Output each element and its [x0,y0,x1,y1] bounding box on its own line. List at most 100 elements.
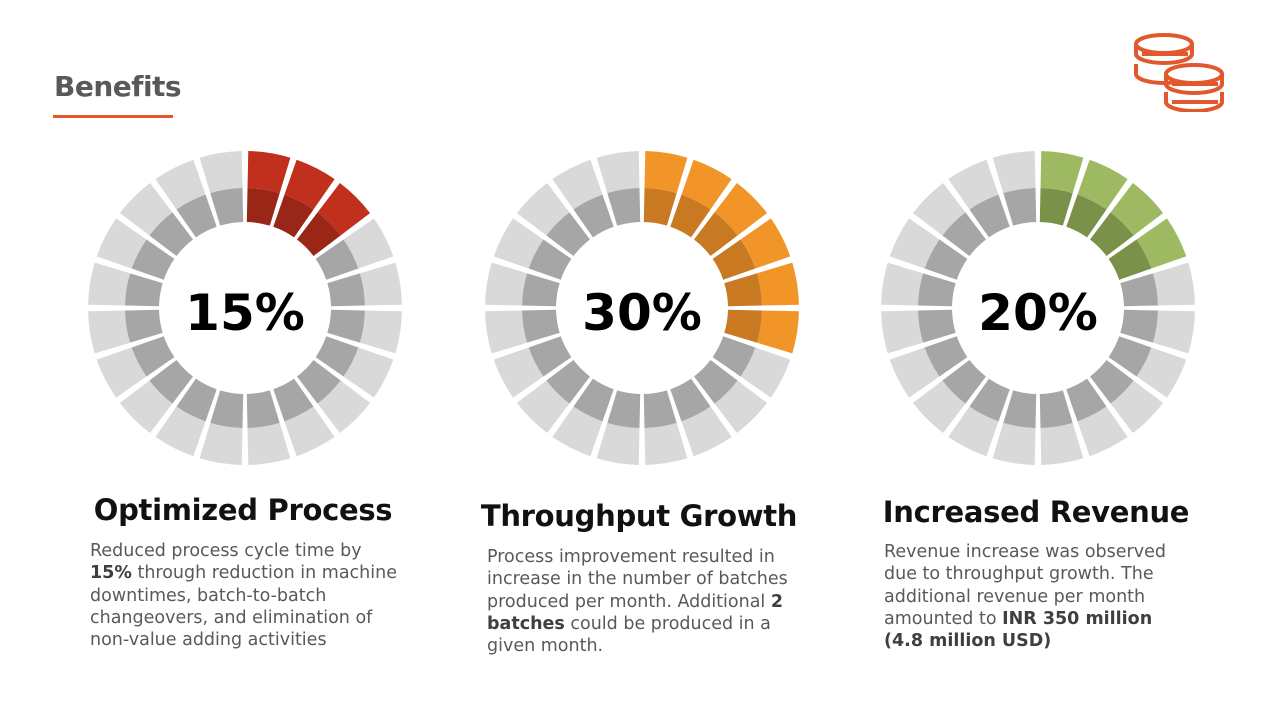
ring-segment-filled-inner [693,212,738,257]
ring-segment-empty-inner [125,309,163,343]
ring-segment-empty-inner [607,188,641,226]
ring-segment-empty [912,380,966,434]
ring-segment-filled [756,310,799,354]
ring-segment-empty-inner [1120,309,1158,343]
body-text: Revenue increase was observed due to thr… [884,542,1166,629]
percent-label: 30% [582,284,702,342]
ring-segment-filled-inner [246,188,280,226]
ring-segment-empty [1077,406,1128,457]
ring-segment-empty-inner [1003,390,1037,428]
ring-segment-empty-inner [315,336,359,377]
ring-segment-empty-inner [315,239,359,280]
ring-segment-empty [343,347,394,398]
ring-segment-filled-inner [670,194,711,238]
ring-segment-empty [119,380,173,434]
progress-ring [485,151,799,465]
ring-segment-empty-inner [693,359,738,404]
ring-segment-empty [88,310,131,354]
ring-segment-empty [948,406,999,457]
ring-segment-empty-inner [296,359,341,404]
ring-segment-empty [516,380,570,434]
ring-segment-filled [1040,151,1084,194]
ring-segment-filled-inner [724,309,762,343]
ring-segment-empty-inner [573,378,614,422]
ring-segment-empty [359,262,402,306]
ring-segment-empty-inner [969,378,1010,422]
ring-segment-empty-inner [176,194,217,238]
ring-segment-empty-inner [327,273,365,307]
ring-segment-empty-inner [918,273,956,307]
ring-segment-empty [552,159,603,210]
card-body: Process improvement resulted in increase… [487,546,797,657]
ring-segment-empty [912,182,966,236]
ring-segment-empty-inner [942,359,987,404]
ring-segment-filled-inner [643,188,677,226]
ring-segment-empty-inner [273,378,314,422]
ring-segment-empty-inner [528,239,572,280]
ring-segment-empty-inner [176,378,217,422]
coins-icon [1134,33,1224,112]
ring-segment-filled [740,218,791,269]
ring-segment-filled [756,262,799,306]
ring-segment-filled [1110,182,1164,236]
ring-segment-empty-inner [918,309,956,343]
ring-segment-empty [948,159,999,210]
ring-segment-filled-inner [724,273,762,307]
title-underline [53,115,173,118]
ring-segment-filled-inner [1089,212,1134,257]
body-text: Process improvement resulted in increase… [487,547,788,612]
ring-segment-empty [247,422,291,465]
ring-segment-empty [88,262,131,306]
ring-segment-empty [740,347,791,398]
ring-segment-empty-inner [125,273,163,307]
card-heading: Increased Revenue [882,495,1190,529]
ring-segment-empty [493,347,544,398]
ring-segment-empty-inner [607,390,641,428]
ring-segment-filled [714,182,768,236]
body-highlight: 2 batches [487,591,784,634]
ring-segment-filled-inner [712,239,756,280]
ring-segment-filled [1136,218,1187,269]
ring-segment-empty [343,218,394,269]
ring-segment-empty [493,218,544,269]
ring-segment-empty-inner [546,212,591,257]
ring-segment-empty-inner [131,336,175,377]
ring-segment-empty [644,422,688,465]
ring-segment-empty-inner [522,309,560,343]
ring-segment-filled [284,159,335,210]
card-heading: Throughput Growth [480,499,798,533]
ring-segment-empty-inner [1066,378,1107,422]
ring-segment-empty [284,406,335,457]
card-body: Reduced process cycle time by 15% throug… [90,540,400,651]
ring-segment-filled [681,159,732,210]
ring-segment-empty-inner [1089,359,1134,404]
ring-segment-empty [992,151,1036,194]
ring-segment-empty [681,406,732,457]
ring-segment-empty-inner [670,378,711,422]
ring-segment-filled [317,182,371,236]
body-text: Reduced process cycle time by [90,541,362,561]
ring-segment-empty [1040,422,1084,465]
ring-segment-filled-inner [273,194,314,238]
ring-segment-empty-inner [573,194,614,238]
ring-segment-empty-inner [942,212,987,257]
ring-segment-empty-inner [643,390,677,428]
ring-segment-filled-inner [1066,194,1107,238]
ring-segment-empty-inner [149,359,194,404]
ring-segment-empty [889,218,940,269]
ring-segment-empty-inner [1108,336,1152,377]
ring-segment-empty-inner [149,212,194,257]
ring-segment-empty [1136,347,1187,398]
ring-segment-empty [359,310,402,354]
ring-segment-empty-inner [522,273,560,307]
ring-segment-empty [155,406,206,457]
ring-segment-empty-inner [528,336,572,377]
ring-segment-empty [881,310,924,354]
ring-segment-empty [516,182,570,236]
body-text: through reduction in machine downtimes, … [90,563,397,651]
ring-segment-filled [1077,159,1128,210]
ring-segment-empty [714,380,768,434]
body-text: could be produced in a given month. [487,613,771,657]
ring-segment-empty-inner [210,188,244,226]
ring-segment-empty-inner [546,359,591,404]
